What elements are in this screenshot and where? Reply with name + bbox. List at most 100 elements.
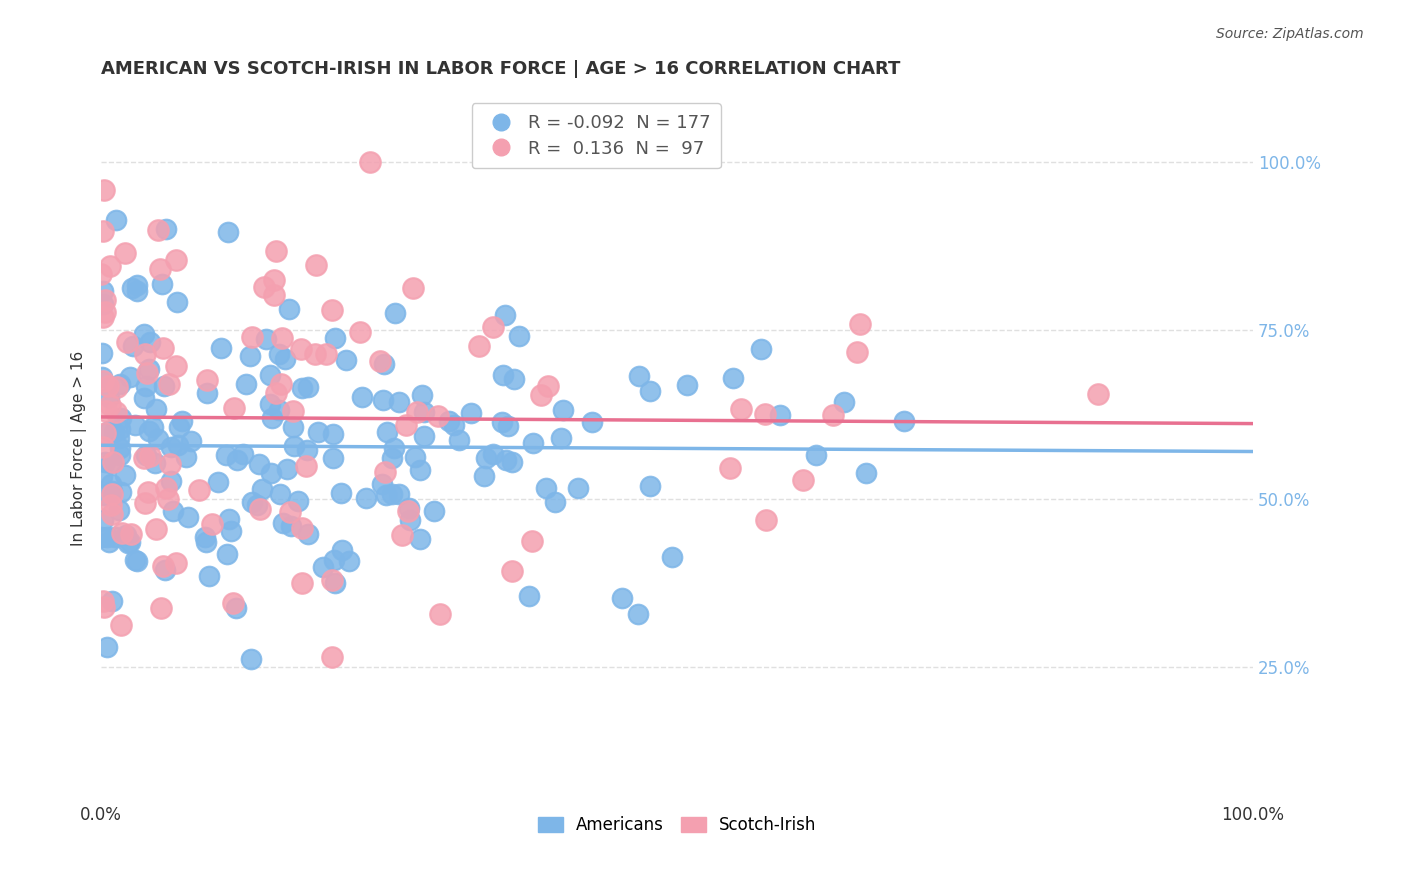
- Point: [94, 293, 117, 307]
- Point: [1087, 386, 1109, 401]
- Point: [240, 330, 263, 344]
- Point: [98, 399, 121, 413]
- Point: [157, 492, 180, 507]
- Point: [121, 281, 143, 295]
- Point: [295, 443, 318, 458]
- Point: [108, 376, 131, 391]
- Point: [359, 154, 381, 169]
- Point: [322, 427, 344, 442]
- Point: [627, 607, 650, 621]
- Point: [375, 425, 398, 440]
- Point: [381, 487, 404, 501]
- Point: [259, 397, 281, 411]
- Point: [118, 535, 141, 549]
- Point: [263, 273, 285, 287]
- Point: [307, 425, 329, 439]
- Point: [534, 481, 557, 495]
- Point: [283, 420, 305, 434]
- Point: [330, 543, 353, 558]
- Point: [110, 485, 132, 500]
- Point: [93, 488, 115, 502]
- Point: [806, 448, 828, 462]
- Point: [225, 601, 247, 615]
- Point: [281, 404, 304, 418]
- Point: [101, 507, 124, 521]
- Point: [494, 308, 516, 322]
- Y-axis label: In Labor Force | Age > 16: In Labor Force | Age > 16: [72, 351, 87, 546]
- Point: [117, 536, 139, 550]
- Point: [146, 223, 169, 237]
- Point: [755, 513, 778, 527]
- Point: [90, 529, 112, 543]
- Point: [551, 403, 574, 417]
- Point: [638, 384, 661, 398]
- Point: [567, 481, 589, 495]
- Point: [111, 526, 134, 541]
- Point: [492, 368, 515, 382]
- Point: [404, 450, 426, 465]
- Point: [855, 466, 877, 480]
- Point: [368, 354, 391, 368]
- Point: [396, 504, 419, 518]
- Point: [157, 377, 180, 392]
- Text: AMERICAN VS SCOTCH-IRISH IN LABOR FORCE | AGE > 16 CORRELATION CHART: AMERICAN VS SCOTCH-IRISH IN LABOR FORCE …: [101, 60, 900, 78]
- Point: [120, 527, 142, 541]
- Point: [165, 252, 187, 267]
- Point: [399, 513, 422, 527]
- Point: [467, 339, 489, 353]
- Point: [321, 650, 343, 665]
- Point: [294, 458, 316, 473]
- Point: [754, 407, 776, 421]
- Point: [93, 599, 115, 614]
- Point: [374, 465, 396, 479]
- Point: [520, 534, 543, 549]
- Point: [335, 352, 357, 367]
- Point: [249, 502, 271, 516]
- Point: [174, 450, 197, 464]
- Point: [103, 425, 125, 439]
- Point: [135, 378, 157, 392]
- Point: [166, 438, 188, 452]
- Point: [226, 453, 249, 467]
- Point: [270, 377, 292, 392]
- Point: [413, 429, 436, 443]
- Point: [108, 442, 131, 456]
- Point: [145, 522, 167, 536]
- Point: [97, 424, 120, 438]
- Point: [118, 369, 141, 384]
- Point: [409, 463, 432, 477]
- Text: Source: ZipAtlas.com: Source: ZipAtlas.com: [1216, 27, 1364, 41]
- Point: [94, 305, 117, 319]
- Point: [108, 448, 131, 462]
- Point: [723, 370, 745, 384]
- Point: [110, 411, 132, 425]
- Point: [240, 652, 263, 666]
- Point: [354, 491, 377, 505]
- Point: [427, 409, 450, 424]
- Point: [517, 590, 540, 604]
- Point: [501, 564, 523, 578]
- Point: [105, 380, 128, 394]
- Point: [676, 377, 699, 392]
- Point: [474, 451, 496, 466]
- Point: [287, 494, 309, 508]
- Point: [627, 369, 650, 384]
- Point: [146, 432, 169, 446]
- Point: [180, 434, 202, 448]
- Point: [253, 280, 276, 294]
- Point: [276, 461, 298, 475]
- Point: [443, 418, 465, 433]
- Point: [98, 259, 121, 273]
- Point: [93, 440, 115, 454]
- Legend: Americans, Scotch-Irish: Americans, Scotch-Irish: [529, 808, 824, 843]
- Point: [259, 368, 281, 383]
- Point: [267, 403, 290, 417]
- Point: [391, 528, 413, 542]
- Point: [101, 454, 124, 468]
- Point: [155, 222, 177, 236]
- Point: [638, 479, 661, 493]
- Point: [323, 331, 346, 345]
- Point: [447, 433, 470, 447]
- Point: [387, 395, 409, 409]
- Point: [382, 442, 405, 456]
